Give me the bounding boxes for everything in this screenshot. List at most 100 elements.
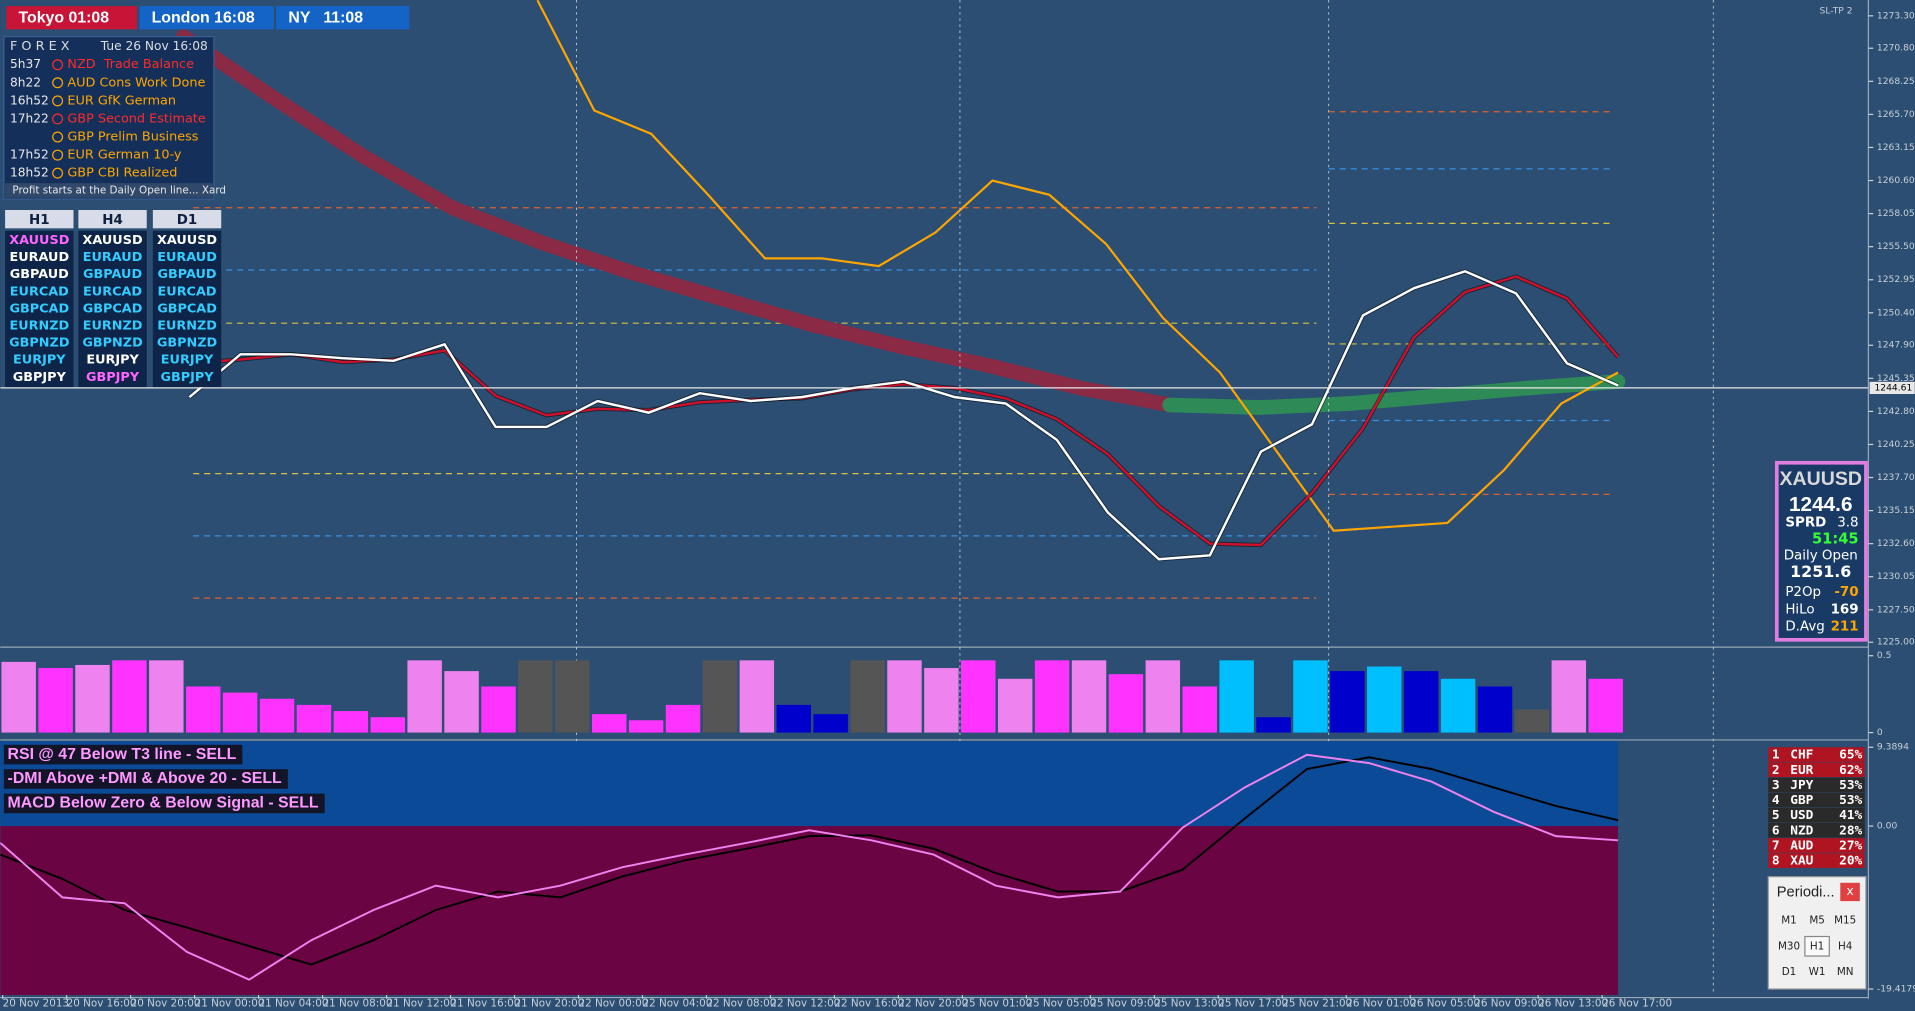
- strength-percent: 53%: [1839, 793, 1862, 808]
- moving-average-band: [803, 317, 909, 354]
- pair-symbol[interactable]: EURJPY: [86, 353, 139, 368]
- strength-row: [1768, 777, 1865, 793]
- time-label: 20 Nov 16:00: [67, 998, 137, 1010]
- news-time: 17h52: [10, 148, 49, 162]
- pair-symbol[interactable]: EURAUD: [83, 250, 143, 265]
- strength-rank: 3: [1772, 778, 1780, 793]
- y-tick-label: 1255.50: [1877, 242, 1915, 252]
- pair-symbol[interactable]: EURCAD: [158, 284, 217, 299]
- histogram-bar: [1440, 678, 1476, 733]
- pair-symbol[interactable]: EURAUD: [10, 250, 70, 265]
- pair-symbol[interactable]: EURNZD: [9, 319, 69, 334]
- pair-symbol[interactable]: GBPCAD: [83, 301, 143, 316]
- histogram-bar: [259, 698, 295, 733]
- time-label: 20 Nov 2013: [3, 998, 69, 1010]
- pair-symbol[interactable]: EURJPY: [13, 353, 66, 368]
- pair-symbol[interactable]: EURNZD: [157, 319, 217, 334]
- histogram-bar: [75, 664, 110, 733]
- pair-symbol[interactable]: XAUUSD: [9, 233, 69, 248]
- session-box: [276, 6, 410, 30]
- histogram-bar: [850, 660, 885, 733]
- close-label[interactable]: x: [1846, 884, 1853, 898]
- strength-row: [1768, 822, 1865, 838]
- histogram-bar: [555, 660, 590, 733]
- period-button-pressed[interactable]: [1804, 935, 1830, 957]
- period-button[interactable]: MN: [1837, 966, 1854, 978]
- period-button[interactable]: H4: [1838, 940, 1853, 952]
- news-event: GBP Prelim Business: [67, 129, 198, 144]
- pair-symbol[interactable]: XAUUSD: [83, 233, 143, 248]
- histogram-bar: [1108, 674, 1144, 733]
- info-icon: [52, 59, 64, 71]
- period-button[interactable]: M30: [1778, 940, 1800, 952]
- strength-currency: XAU: [1790, 854, 1813, 869]
- moving-average-band: [445, 200, 550, 251]
- moving-average-band: [714, 291, 819, 332]
- time-label: 25 Nov 17:00: [1218, 998, 1288, 1010]
- period-button[interactable]: M5: [1809, 915, 1825, 927]
- histogram-bar: [407, 660, 442, 733]
- pair-symbol[interactable]: GBPCAD: [157, 301, 217, 316]
- pair-symbol[interactable]: GBPAUD: [10, 267, 69, 282]
- pair-symbol[interactable]: GBPNZD: [157, 336, 217, 351]
- time-label: 26 Nov 05:00: [1410, 998, 1480, 1010]
- pair-symbol[interactable]: GBPJPY: [13, 370, 67, 385]
- close-button[interactable]: [1840, 882, 1860, 902]
- strength-percent: 41%: [1839, 808, 1862, 823]
- moving-average-band: [265, 90, 371, 164]
- pair-symbol[interactable]: EURCAD: [83, 284, 142, 299]
- news-event: AUD Cons Work Done: [67, 75, 205, 90]
- pair-symbol[interactable]: GBPAUD: [83, 267, 142, 282]
- overlays: RSI @ 47 Below T3 line - SELL -DMI Above …: [3, 6, 1868, 990]
- histogram-bar: [518, 660, 553, 733]
- pair-symbol[interactable]: GBPNZD: [82, 336, 142, 351]
- info-davg-label: D.Avg: [1785, 619, 1824, 634]
- moving-average-band: [1341, 388, 1447, 411]
- time-label: 26 Nov 01:00: [1346, 998, 1416, 1010]
- strength-percent: 20%: [1839, 854, 1862, 869]
- period-button[interactable]: M1: [1781, 915, 1797, 927]
- pair-symbol[interactable]: EURAUD: [157, 250, 217, 265]
- time-label: 22 Nov 04:00: [642, 998, 712, 1010]
- pair-symbol[interactable]: GBPCAD: [9, 301, 69, 316]
- y-tick-label: 0.00: [1877, 822, 1898, 832]
- pair-symbol[interactable]: EURJPY: [161, 353, 214, 368]
- bear-zone: [0, 826, 1619, 996]
- pair-symbol[interactable]: EURCAD: [10, 284, 69, 299]
- info-icon: [52, 131, 64, 143]
- news-time: 8h22: [10, 75, 41, 89]
- strength-percent: 65%: [1839, 748, 1862, 763]
- y-tick-label: 1232.60: [1877, 539, 1915, 549]
- session-clock: NY 11:08: [288, 10, 363, 27]
- period-button[interactable]: W1: [1809, 966, 1826, 978]
- y-tick-label: 1240.25: [1877, 440, 1915, 450]
- pair-symbol[interactable]: GBPNZD: [9, 336, 69, 351]
- period-button[interactable]: H1: [1810, 940, 1824, 952]
- pair-symbol[interactable]: GBPJPY: [160, 370, 214, 385]
- moving-average-band: [1431, 380, 1536, 404]
- info-hilo: 169: [1831, 602, 1859, 617]
- pair-symbol[interactable]: XAUUSD: [157, 233, 217, 248]
- time-label: 21 Nov 04:00: [259, 998, 329, 1010]
- news-event: EUR GfK German: [67, 93, 176, 108]
- pair-symbol[interactable]: GBPJPY: [86, 370, 140, 385]
- histogram-bar: [1, 661, 36, 733]
- histogram-bar: [887, 660, 922, 733]
- period-button[interactable]: M15: [1834, 915, 1856, 927]
- pair-header-bg: [152, 210, 222, 229]
- time-label: 21 Nov 12:00: [387, 998, 457, 1010]
- period-button[interactable]: D1: [1782, 966, 1797, 978]
- signal-box: [3, 793, 325, 814]
- time-label: 21 Nov 20:00: [515, 998, 585, 1010]
- pair-symbol[interactable]: GBPAUD: [158, 267, 217, 282]
- time-label: 22 Nov 12:00: [770, 998, 840, 1010]
- signal-text: -DMI Above +DMI & Above 20 - SELL: [8, 770, 283, 787]
- y-tick-label: 1252.95: [1877, 275, 1915, 285]
- pair-header: H4: [102, 213, 123, 228]
- y-tick-label: 1273.30: [1877, 11, 1915, 21]
- pair-symbol[interactable]: EURNZD: [83, 319, 143, 334]
- pair-header-bg: [78, 210, 147, 229]
- strength-currency: EUR: [1790, 763, 1813, 778]
- time-label: 21 Nov 08:00: [323, 998, 393, 1010]
